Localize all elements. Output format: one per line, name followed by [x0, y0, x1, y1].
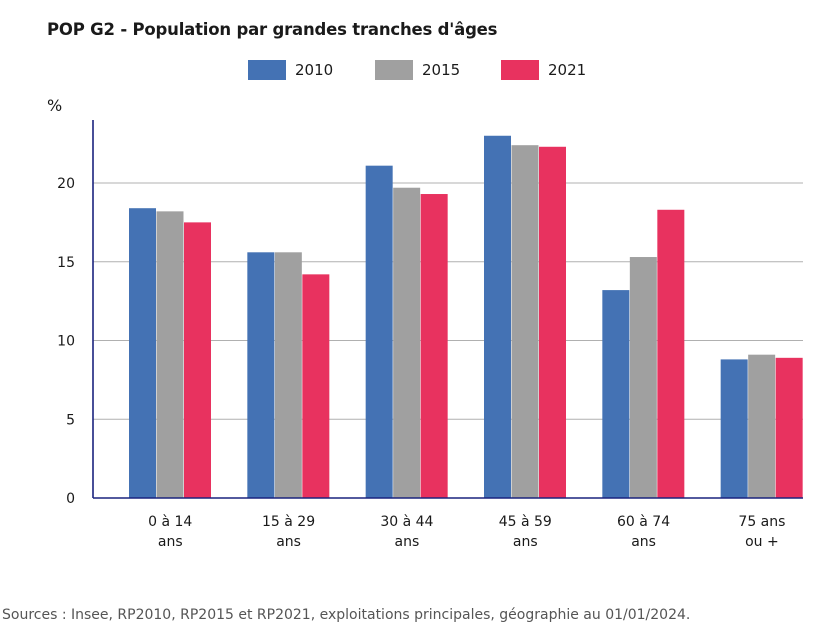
x-category-label: 0 à 14 — [148, 514, 192, 530]
x-category-label: ans — [513, 534, 538, 550]
bar-2021-1 — [302, 274, 330, 498]
legend-swatch-2021 — [501, 60, 539, 80]
y-axis-ticks: 0 5 10 15 20 — [57, 176, 75, 507]
bar-2010-3 — [484, 135, 511, 498]
bar-2010-0 — [129, 208, 156, 498]
bar-2021-3 — [539, 146, 566, 498]
legend-swatch-2015 — [375, 60, 413, 80]
bar-2015-2 — [393, 187, 421, 498]
bar-2015-0 — [156, 211, 184, 498]
x-category-label: 75 ans — [738, 514, 785, 530]
legend-item-2010: 2010 — [248, 58, 333, 82]
bar-2021-5 — [775, 357, 803, 498]
bar-2010-2 — [365, 165, 393, 499]
bar-2010-1 — [247, 252, 275, 498]
bars — [129, 135, 803, 499]
bar-2010-4 — [602, 290, 630, 498]
y-tick-label: 15 — [57, 255, 75, 271]
x-category-label: 45 à 59 — [499, 514, 552, 530]
y-axis-unit: % — [47, 96, 62, 115]
x-axis-labels: 0 à 14 ans 15 à 29 ans 30 à 44 ans 45 à 59 ans 6… — [148, 514, 785, 550]
y-tick-label: 0 — [66, 491, 75, 507]
legend-item-2015: 2015 — [375, 58, 460, 82]
x-category-label: 30 à 44 — [380, 514, 433, 530]
legend: 2010 2015 2021 — [0, 58, 821, 82]
bar-chart: % 0 5 10 15 20 0 à 14 ans 15 à 29 ans 30 à 44 ans… — [47, 96, 803, 550]
x-category-label: ans — [395, 534, 420, 550]
y-tick-label: 5 — [66, 412, 75, 428]
x-category-label: 15 à 29 — [262, 514, 315, 530]
x-category-label: ans — [158, 534, 183, 550]
gridlines — [93, 182, 803, 420]
y-tick-label: 10 — [57, 334, 75, 350]
bar-2021-4 — [657, 209, 685, 498]
source-note: Sources : Insee, RP2010, RP2015 et RP202… — [2, 607, 691, 623]
chart-title: POP G2 - Population par grandes tranches… — [47, 20, 498, 39]
bar-2015-1 — [274, 252, 302, 498]
x-category-label: ans — [631, 534, 656, 550]
legend-label-2010: 2010 — [295, 61, 334, 79]
x-category-label: ans — [276, 534, 301, 550]
bar-2021-0 — [184, 222, 211, 498]
legend-item-2021: 2021 — [501, 58, 586, 82]
bar-2015-4 — [629, 257, 657, 498]
legend-label-2021: 2021 — [548, 61, 587, 79]
legend-swatch-2010 — [248, 60, 286, 80]
legend-label-2015: 2015 — [422, 61, 461, 79]
y-tick-label: 20 — [57, 176, 75, 192]
bar-2010-5 — [720, 359, 748, 498]
bar-2015-5 — [748, 354, 776, 498]
bar-2015-3 — [511, 145, 539, 498]
bar-2021-2 — [420, 194, 448, 498]
x-category-label: 60 à 74 — [617, 514, 670, 530]
x-category-label: ou + — [745, 534, 779, 550]
